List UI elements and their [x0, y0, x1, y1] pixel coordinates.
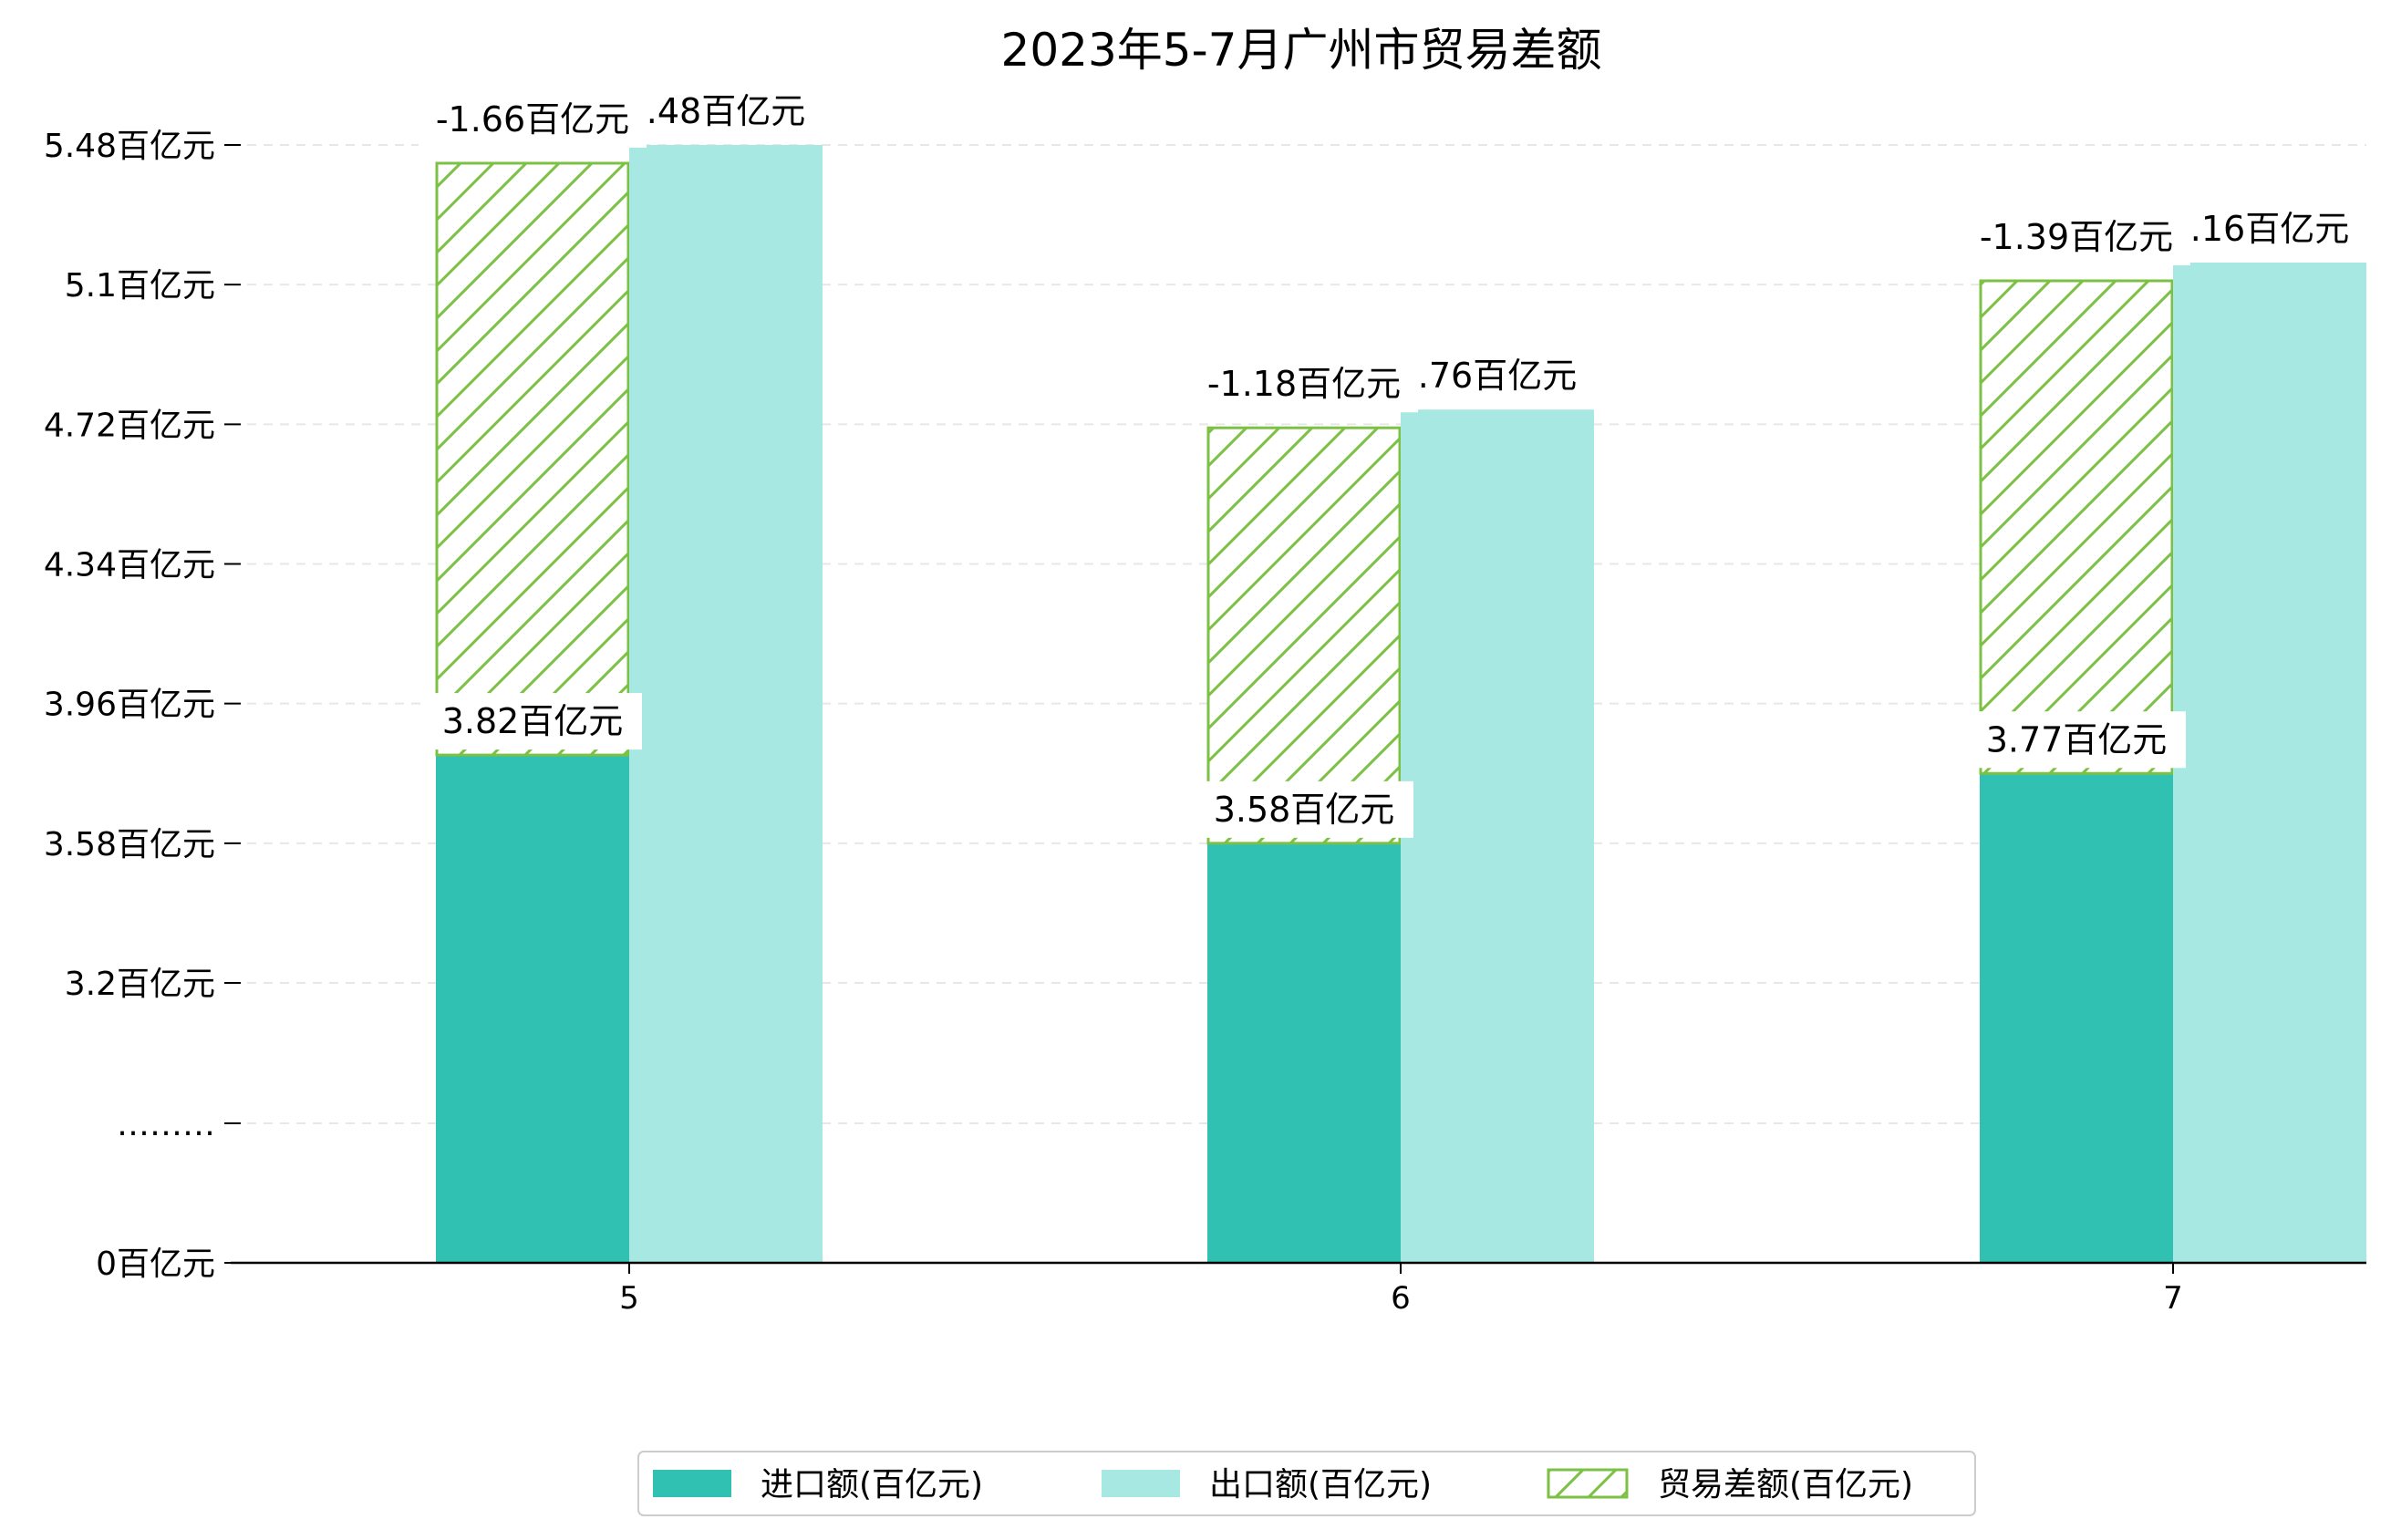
- export-data-label-box: [1415, 347, 1579, 405]
- x-tick-label: 5: [619, 1280, 639, 1317]
- import-data-label-box: [423, 693, 642, 750]
- y-tick-label: 3.2百亿元: [65, 966, 215, 1003]
- export-data-label: .76百亿元: [1418, 356, 1577, 396]
- legend-label: 进口额(百亿元): [761, 1466, 983, 1504]
- x-tick-label: 7: [2163, 1280, 2183, 1317]
- balance-data-label: -1.18百亿元: [1207, 364, 1401, 404]
- legend-label: 出口额(百亿元): [1209, 1466, 1432, 1504]
- export-data-label-box: [2188, 200, 2352, 257]
- import-bar: [1980, 773, 2173, 1263]
- legend-frame: [637, 1451, 1976, 1516]
- legend-swatch: [653, 1470, 731, 1497]
- y-tick-label: 5.1百亿元: [65, 267, 215, 305]
- y-tick-label: 5.48百亿元: [44, 128, 215, 165]
- export-data-label-box: [644, 83, 808, 140]
- legend-swatch-trade-balance: [1547, 1468, 1629, 1499]
- import-data-label-box: [1967, 711, 2186, 769]
- export-bar: [1401, 409, 1594, 1263]
- export-bar: [629, 145, 823, 1263]
- export-data-label: .16百亿元: [2190, 209, 2349, 249]
- import-data-label: 3.58百亿元: [1214, 790, 1395, 830]
- trade-balance-bar: [1979, 279, 2174, 775]
- x-tick-label: 6: [1391, 1280, 1411, 1317]
- balance-data-label: -1.39百亿元: [1980, 217, 2173, 257]
- y-tick-label: 4.34百亿元: [44, 547, 215, 584]
- export-bar: [2173, 262, 2366, 1264]
- import-bar: [1207, 842, 1401, 1263]
- import-data-label-box: [1195, 780, 1413, 838]
- balance-data-label-box: [1962, 208, 2190, 265]
- import-data-label: 3.82百亿元: [442, 701, 624, 741]
- y-tick-label: ………: [117, 1106, 215, 1143]
- y-tick-label: 4.72百亿元: [44, 407, 215, 444]
- trade-balance-bar: [1206, 426, 1402, 845]
- balance-data-label: -1.66百亿元: [436, 99, 629, 140]
- y-tick-label: 0百亿元: [96, 1245, 215, 1283]
- balance-data-label-box: [419, 91, 647, 148]
- trade-balance-bar: [435, 161, 630, 757]
- y-tick-label: 3.96百亿元: [44, 687, 215, 724]
- legend-label: 贸易差额(百亿元): [1658, 1466, 1913, 1504]
- chart-title: 2023年5-7月广州市贸易差额: [1001, 24, 1602, 77]
- y-tick-label: 3.58百亿元: [44, 826, 215, 863]
- legend-swatch: [1102, 1470, 1180, 1497]
- import-bar: [436, 755, 629, 1263]
- import-data-label: 3.77百亿元: [1986, 719, 2168, 760]
- export-data-label: .48百亿元: [647, 91, 805, 131]
- balance-data-label-box: [1190, 356, 1418, 413]
